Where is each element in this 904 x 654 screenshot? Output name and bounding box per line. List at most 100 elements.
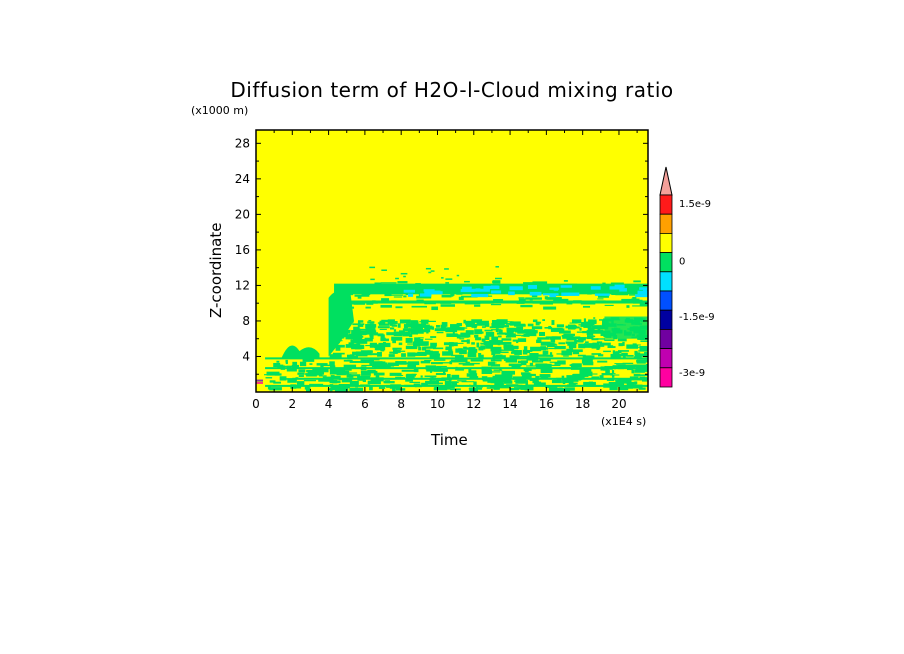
heatmap-cell bbox=[481, 338, 486, 342]
heatmap-cell bbox=[441, 322, 448, 327]
heatmap-cell bbox=[469, 362, 480, 365]
heatmap-cell bbox=[581, 359, 593, 364]
heatmap-cell bbox=[468, 368, 472, 373]
heatmap-cell bbox=[582, 330, 593, 334]
heatmap-cell bbox=[456, 292, 463, 295]
heatmap-cell bbox=[577, 354, 586, 357]
heatmap-cell bbox=[543, 293, 559, 296]
heatmap-cell bbox=[536, 339, 542, 344]
heatmap-cell bbox=[460, 289, 475, 293]
heatmap-cell bbox=[572, 351, 580, 355]
heatmap-cell bbox=[319, 375, 327, 377]
heatmap-cell bbox=[601, 373, 613, 376]
heatmap-cell bbox=[393, 331, 403, 337]
heatmap-cell bbox=[440, 304, 455, 307]
chart-title: Diffusion term of H2O-l-Cloud mixing rat… bbox=[230, 78, 674, 102]
heatmap-cell bbox=[377, 326, 390, 329]
heatmap-cell bbox=[632, 301, 648, 304]
heatmap-cell bbox=[411, 305, 428, 308]
heatmap-cell bbox=[480, 342, 488, 345]
heatmap-cell bbox=[464, 280, 470, 283]
heatmap-cell bbox=[356, 338, 368, 344]
heatmap-cell bbox=[632, 305, 648, 307]
heatmap-cell bbox=[505, 323, 511, 325]
heatmap-cell bbox=[582, 355, 595, 360]
heatmap-cell bbox=[563, 333, 575, 336]
heatmap-cell bbox=[415, 322, 419, 324]
heatmap-cell bbox=[599, 342, 605, 347]
x-axis-label: Time bbox=[431, 431, 468, 449]
heatmap-patch bbox=[281, 345, 320, 359]
x-tick-label: 12 bbox=[466, 397, 481, 411]
heatmap-cell bbox=[292, 361, 298, 366]
heatmap-cell bbox=[626, 344, 639, 349]
heatmap-cell bbox=[591, 353, 602, 355]
heatmap-cell bbox=[354, 337, 360, 342]
heatmap-cell bbox=[504, 321, 512, 323]
heatmap-cell bbox=[417, 341, 429, 346]
heatmap-cell bbox=[413, 362, 418, 365]
heatmap-cell bbox=[273, 381, 282, 384]
heatmap-cell bbox=[599, 295, 607, 297]
heatmap-cell bbox=[405, 379, 413, 382]
heatmap-cell bbox=[407, 343, 416, 345]
heatmap-cell bbox=[415, 290, 422, 294]
heatmap-cell bbox=[424, 353, 432, 355]
heatmap-cell bbox=[594, 293, 610, 296]
heatmap-cell bbox=[493, 387, 500, 390]
heatmap-cell bbox=[296, 381, 305, 385]
heatmap-cell bbox=[426, 369, 439, 372]
heatmap-cell bbox=[489, 326, 501, 329]
heatmap-cell bbox=[364, 330, 377, 335]
heatmap-cell bbox=[643, 359, 648, 361]
heatmap-cell bbox=[531, 295, 538, 298]
heatmap-cell bbox=[638, 350, 648, 352]
heatmap-cell bbox=[579, 368, 590, 373]
heatmap-cell bbox=[529, 298, 533, 301]
heatmap-cell bbox=[457, 349, 466, 352]
heatmap-cell bbox=[347, 335, 353, 340]
heatmap-cell bbox=[435, 379, 446, 382]
heatmap-cell bbox=[282, 378, 295, 380]
heatmap-cell bbox=[502, 355, 506, 359]
heatmap-cell bbox=[349, 387, 364, 392]
heatmap-cell bbox=[424, 375, 437, 378]
heatmap-cell bbox=[532, 319, 538, 323]
heatmap-cell bbox=[519, 287, 527, 291]
heatmap-cell bbox=[405, 345, 418, 350]
heatmap-cell bbox=[505, 374, 512, 378]
heatmap-cell bbox=[527, 331, 537, 337]
heatmap-cell bbox=[511, 321, 514, 325]
heatmap-cell bbox=[269, 387, 282, 391]
heatmap-cell bbox=[424, 346, 437, 349]
heatmap-cell bbox=[424, 303, 436, 305]
heatmap-cell bbox=[603, 350, 611, 353]
heatmap-cell bbox=[572, 382, 576, 385]
heatmap-cell bbox=[484, 335, 490, 341]
heatmap-cell bbox=[529, 362, 534, 367]
heatmap-cell bbox=[347, 330, 351, 332]
heatmap-cell bbox=[639, 287, 648, 290]
heatmap-cell bbox=[419, 329, 431, 333]
heatmap-cell bbox=[545, 336, 558, 339]
heatmap-cell bbox=[358, 340, 362, 342]
heatmap-cell bbox=[466, 373, 478, 377]
heatmap-cell bbox=[644, 352, 648, 357]
heatmap-cell bbox=[465, 361, 470, 364]
heatmap-cell bbox=[403, 295, 407, 298]
heatmap-cell bbox=[498, 340, 503, 345]
heatmap-cell bbox=[406, 323, 417, 328]
heatmap-cell bbox=[596, 345, 600, 350]
heatmap-cell bbox=[614, 363, 623, 365]
heatmap-cell bbox=[424, 291, 443, 295]
heatmap-cell bbox=[567, 343, 577, 346]
heatmap-cell bbox=[465, 330, 474, 335]
heatmap-cell bbox=[621, 298, 633, 303]
heatmap-cell bbox=[451, 381, 459, 384]
heatmap-cell bbox=[509, 335, 516, 338]
heatmap-cell bbox=[393, 329, 397, 332]
heatmap-cell bbox=[370, 278, 375, 281]
heatmap-cell bbox=[459, 300, 466, 303]
heatmap-cell bbox=[494, 382, 504, 386]
heatmap-cell bbox=[572, 363, 582, 368]
